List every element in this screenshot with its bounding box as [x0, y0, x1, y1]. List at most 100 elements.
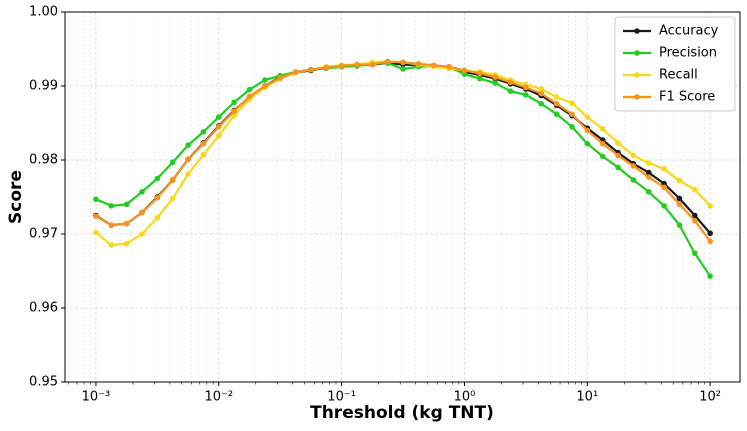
- data-point: [262, 77, 268, 83]
- data-point: [323, 64, 330, 71]
- data-point: [661, 184, 667, 191]
- legend-label: Precision: [659, 46, 717, 61]
- data-point: [553, 100, 560, 107]
- data-point: [584, 127, 591, 134]
- data-point: [599, 153, 606, 160]
- data-point: [169, 195, 176, 202]
- y-tick-label: 0.97: [29, 227, 58, 242]
- data-point: [185, 171, 191, 177]
- data-point: [630, 177, 637, 183]
- data-point: [169, 177, 176, 183]
- data-point: [645, 189, 652, 195]
- data-point: [277, 75, 283, 81]
- data-point: [707, 273, 713, 279]
- data-point: [123, 201, 130, 208]
- data-point: [645, 174, 652, 180]
- legend-marker: [634, 94, 640, 100]
- legend-label: F1 Score: [659, 90, 715, 105]
- data-point: [415, 61, 422, 67]
- data-point: [231, 99, 237, 106]
- data-point: [154, 175, 161, 182]
- data-point: [630, 152, 637, 159]
- data-point: [246, 86, 253, 93]
- data-point: [538, 90, 545, 97]
- data-point: [200, 129, 207, 135]
- data-point: [292, 69, 299, 75]
- data-point: [676, 201, 683, 208]
- y-tick-label: 0.95: [29, 375, 58, 390]
- data-point: [661, 203, 667, 209]
- x-tick-label: 10⁻¹: [327, 390, 356, 405]
- data-point: [676, 195, 683, 202]
- data-point: [553, 111, 560, 117]
- data-point: [384, 58, 391, 65]
- data-point: [185, 156, 191, 163]
- legend-box: [614, 16, 736, 112]
- data-point: [707, 238, 713, 245]
- data-point: [308, 66, 314, 73]
- legend-marker: [634, 50, 640, 56]
- data-point: [215, 114, 222, 120]
- data-point: [169, 159, 176, 166]
- data-point: [645, 160, 652, 166]
- data-point: [93, 196, 99, 203]
- data-point: [630, 163, 637, 169]
- data-point: [523, 92, 529, 98]
- data-point: [430, 62, 437, 69]
- data-point: [108, 222, 115, 228]
- data-point: [661, 166, 667, 172]
- data-point: [507, 79, 514, 86]
- data-point: [400, 66, 406, 72]
- data-point: [446, 63, 452, 70]
- data-point: [93, 213, 99, 220]
- data-point: [200, 140, 207, 147]
- y-axis-title: Score: [6, 170, 26, 224]
- data-point: [615, 140, 621, 146]
- data-point: [676, 177, 683, 184]
- data-point: [139, 209, 145, 216]
- data-point: [691, 186, 698, 193]
- data-point: [553, 94, 560, 100]
- y-tick-label: 1.00: [29, 5, 58, 20]
- legend-label: Accuracy: [659, 24, 719, 39]
- data-point: [615, 164, 621, 171]
- data-point: [584, 140, 591, 147]
- legend-marker: [634, 28, 640, 34]
- data-point: [538, 86, 545, 92]
- data-point: [93, 229, 99, 236]
- data-point: [369, 61, 376, 68]
- data-point: [123, 240, 130, 247]
- axes-frame: [64, 11, 741, 383]
- data-point: [400, 59, 406, 66]
- data-point: [477, 70, 483, 77]
- data-point: [569, 100, 575, 106]
- data-point: [185, 142, 191, 148]
- y-tick-label: 0.99: [29, 79, 58, 94]
- data-point: [154, 214, 161, 221]
- data-point: [569, 111, 575, 117]
- legend-label: Recall: [659, 68, 698, 83]
- data-point: [538, 100, 545, 107]
- data-point: [615, 152, 621, 159]
- data-point: [354, 61, 360, 68]
- x-axis-title: Threshold (kg TNT): [310, 403, 494, 423]
- data-point: [154, 194, 161, 201]
- data-point: [707, 203, 713, 209]
- data-point: [108, 203, 115, 209]
- data-point: [231, 108, 237, 114]
- data-point: [645, 169, 652, 176]
- x-tick-label: 10⁻³: [82, 390, 111, 405]
- legend: Accuracy Precision Recall F1 Score: [614, 16, 736, 112]
- data-point: [262, 83, 268, 89]
- data-point: [691, 212, 698, 219]
- data-point: [599, 140, 606, 147]
- data-point: [707, 230, 713, 237]
- data-point: [108, 242, 115, 248]
- x-tick-label: 10⁰: [454, 390, 476, 405]
- data-point: [200, 152, 207, 158]
- x-tick-label: 10⁻²: [204, 390, 233, 405]
- x-tick-label: 10¹: [576, 390, 598, 405]
- x-tick-label: 10²: [699, 390, 721, 405]
- data-point: [215, 132, 222, 139]
